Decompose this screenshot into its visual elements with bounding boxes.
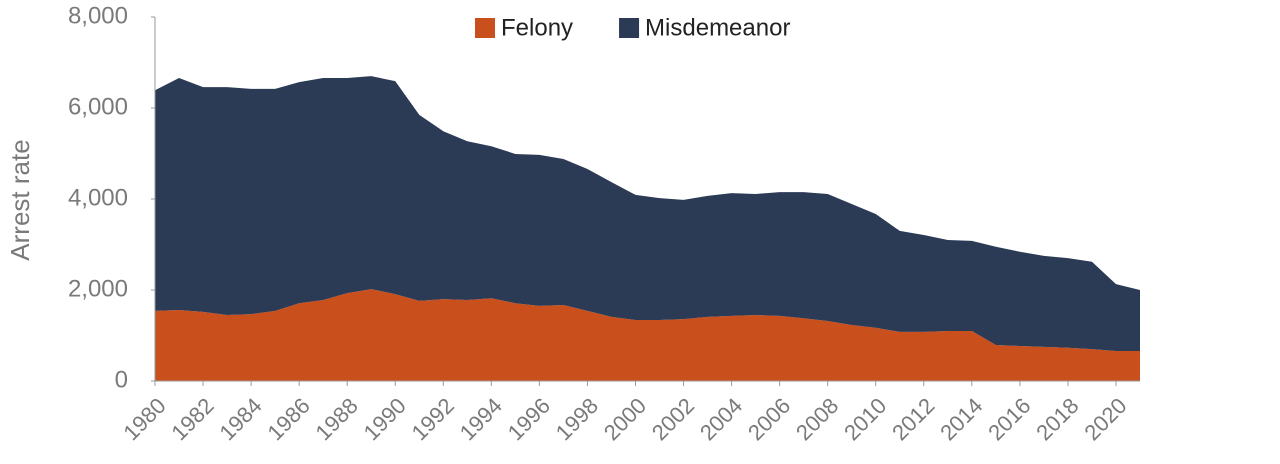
x-tick-label: 1996 [503,393,555,445]
x-tick-label: 1984 [214,393,266,445]
x-tick-label: 2008 [791,393,843,445]
x-tick-label: 1992 [407,393,459,445]
y-tick-label: 6,000 [68,93,128,120]
y-tick-label: 8,000 [68,2,128,29]
legend-label: Misdemeanor [645,14,790,41]
y-tick-label: 2,000 [68,275,128,302]
x-tick-label: 2012 [887,393,939,445]
y-tick-label: 4,000 [68,184,128,211]
x-tick-label: 2004 [695,393,747,445]
area [155,289,1140,381]
x-tick-label: 2010 [839,393,891,445]
x-tick-label: 1982 [166,393,218,445]
x-tick-label: 1980 [118,393,170,445]
legend-swatch [475,18,495,38]
x-tick-label: 1986 [262,393,314,445]
area [155,76,1140,351]
x-tick-label: 1998 [551,393,603,445]
y-axis-label: Arrest rate [5,139,35,260]
x-tick-label: 2014 [935,393,987,445]
legend-label: Felony [501,14,573,41]
x-tick-label: 2020 [1079,393,1131,445]
x-tick-label: 1994 [455,393,507,445]
x-tick-label: 2016 [983,393,1035,445]
x-tick-label: 2002 [647,393,699,445]
legend-swatch [619,18,640,38]
x-tick-label: 2018 [1031,393,1083,445]
x-tick-label: 1990 [359,393,411,445]
y-tick-label: 0 [115,366,128,393]
x-tick-label: 2000 [599,393,651,445]
x-tick-label: 2006 [743,393,795,445]
x-tick-label: 1988 [311,393,363,445]
